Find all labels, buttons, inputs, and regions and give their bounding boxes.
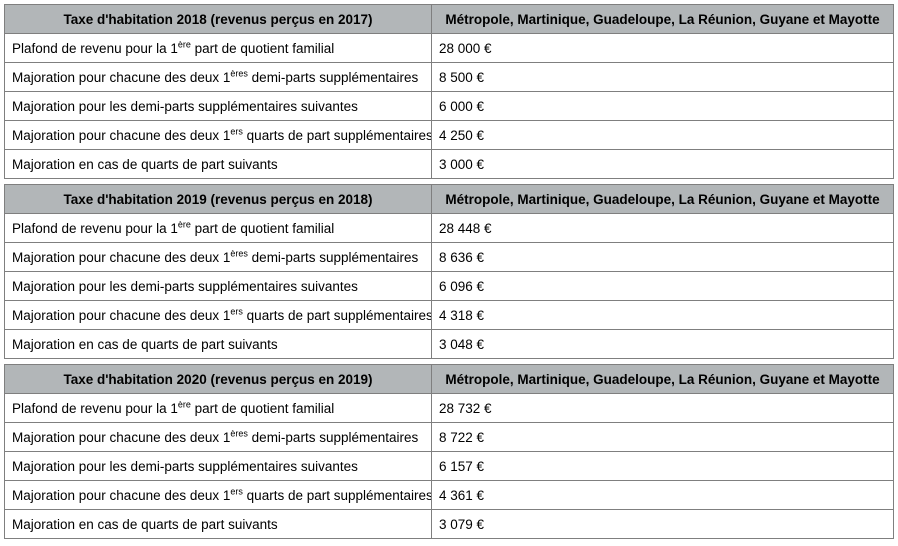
row-label-superscript: ères [230,68,248,78]
row-label-superscript: ères [230,428,248,438]
row-label: Majoration pour chacune des deux 1ers qu… [4,300,432,330]
row-value: 28 448 € [431,213,894,243]
row-label-text: Majoration en cas de quarts de part suiv… [12,516,278,532]
table-row: Majoration en cas de quarts de part suiv… [4,149,894,179]
row-label-text: Plafond de revenu pour la 1 [12,220,178,236]
row-label-superscript: ère [177,39,191,49]
table-header-row: Taxe d'habitation 2018 (revenus perçus e… [4,4,894,34]
row-label-text: Majoration en cas de quarts de part suiv… [12,156,278,172]
row-label: Majoration en cas de quarts de part suiv… [4,329,432,359]
row-label: Majoration en cas de quarts de part suiv… [4,149,432,179]
row-label: Majoration pour chacune des deux 1ères d… [4,62,432,92]
row-label-superscript: ers [230,486,243,496]
row-label-text: Majoration pour chacune des deux 1 [12,307,231,323]
row-label: Majoration pour les demi-parts supplémen… [4,451,432,481]
table-row: Majoration pour les demi-parts supplémen… [4,451,894,481]
row-label-superscript: ère [177,399,191,409]
row-label-text: demi-parts supplémentaires [247,429,419,445]
row-label: Majoration pour chacune des deux 1ères d… [4,422,432,452]
row-value: 28 000 € [431,33,894,63]
row-label: Plafond de revenu pour la 1ère part de q… [4,213,432,243]
row-value: 8 722 € [431,422,894,452]
row-label-text: quarts de part supplémentaires [242,487,432,503]
table-header-row: Taxe d'habitation 2019 (revenus perçus e… [4,184,894,214]
row-label-text: Majoration pour les demi-parts supplémen… [12,98,358,114]
table-row: Majoration en cas de quarts de part suiv… [4,329,894,359]
tax-table-2020: Taxe d'habitation 2020 (revenus perçus e… [4,364,894,539]
table-header-title: Taxe d'habitation 2018 (revenus perçus e… [4,4,432,34]
table-header-region: Métropole, Martinique, Guadeloupe, La Ré… [431,184,894,214]
row-label-text: quarts de part supplémentaires [242,127,432,143]
table-row: Plafond de revenu pour la 1ère part de q… [4,393,894,423]
row-label-superscript: ers [230,126,243,136]
row-label: Majoration pour les demi-parts supplémen… [4,91,432,121]
table-row: Majoration en cas de quarts de part suiv… [4,509,894,539]
table-row: Plafond de revenu pour la 1ère part de q… [4,33,894,63]
table-row: Majoration pour chacune des deux 1ers qu… [4,300,894,330]
row-label-text: Majoration pour chacune des deux 1 [12,69,231,85]
table-row: Majoration pour chacune des deux 1ers qu… [4,120,894,150]
row-value: 3 048 € [431,329,894,359]
row-value: 8 500 € [431,62,894,92]
row-label-text: Majoration pour les demi-parts supplémen… [12,278,358,294]
row-label-text: quarts de part supplémentaires [242,307,432,323]
row-label-text: Majoration pour chacune des deux 1 [12,487,231,503]
row-label: Majoration pour chacune des deux 1ers qu… [4,120,432,150]
row-value: 3 079 € [431,509,894,539]
row-label-text: Majoration pour chacune des deux 1 [12,249,231,265]
table-row: Majoration pour chacune des deux 1ères d… [4,422,894,452]
row-label: Majoration pour les demi-parts supplémen… [4,271,432,301]
table-header-row: Taxe d'habitation 2020 (revenus perçus e… [4,364,894,394]
row-value: 3 000 € [431,149,894,179]
row-value: 4 361 € [431,480,894,510]
table-header-title: Taxe d'habitation 2019 (revenus perçus e… [4,184,432,214]
row-label-text: part de quotient familial [190,400,335,416]
row-label-text: demi-parts supplémentaires [247,69,419,85]
tax-table-2018: Taxe d'habitation 2018 (revenus perçus e… [4,4,894,179]
table-header-region: Métropole, Martinique, Guadeloupe, La Ré… [431,364,894,394]
table-header-title: Taxe d'habitation 2020 (revenus perçus e… [4,364,432,394]
row-value: 6 096 € [431,271,894,301]
row-label: Majoration en cas de quarts de part suiv… [4,509,432,539]
table-row: Majoration pour chacune des deux 1ers qu… [4,480,894,510]
row-label-text: Majoration pour chacune des deux 1 [12,429,231,445]
row-value: 28 732 € [431,393,894,423]
row-label-text: part de quotient familial [190,40,335,56]
row-value: 6 157 € [431,451,894,481]
row-label: Majoration pour chacune des deux 1ères d… [4,242,432,272]
row-label: Majoration pour chacune des deux 1ers qu… [4,480,432,510]
table-row: Majoration pour chacune des deux 1ères d… [4,62,894,92]
row-value: 4 318 € [431,300,894,330]
row-label-text: Majoration pour les demi-parts supplémen… [12,458,358,474]
table-row: Majoration pour chacune des deux 1ères d… [4,242,894,272]
row-label-superscript: ers [230,306,243,316]
row-label: Plafond de revenu pour la 1ère part de q… [4,33,432,63]
row-value: 8 636 € [431,242,894,272]
row-label-superscript: ère [177,219,191,229]
row-label-text: Plafond de revenu pour la 1 [12,400,178,416]
tax-table-2019: Taxe d'habitation 2019 (revenus perçus e… [4,184,894,359]
table-row: Majoration pour les demi-parts supplémen… [4,271,894,301]
row-value: 4 250 € [431,120,894,150]
row-label-text: Majoration en cas de quarts de part suiv… [12,336,278,352]
row-value: 6 000 € [431,91,894,121]
row-label-text: demi-parts supplémentaires [247,249,419,265]
row-label-text: Majoration pour chacune des deux 1 [12,127,231,143]
row-label-text: part de quotient familial [190,220,335,236]
row-label: Plafond de revenu pour la 1ère part de q… [4,393,432,423]
row-label-superscript: ères [230,248,248,258]
row-label-text: Plafond de revenu pour la 1 [12,40,178,56]
table-row: Majoration pour les demi-parts supplémen… [4,91,894,121]
table-header-region: Métropole, Martinique, Guadeloupe, La Ré… [431,4,894,34]
table-row: Plafond de revenu pour la 1ère part de q… [4,213,894,243]
